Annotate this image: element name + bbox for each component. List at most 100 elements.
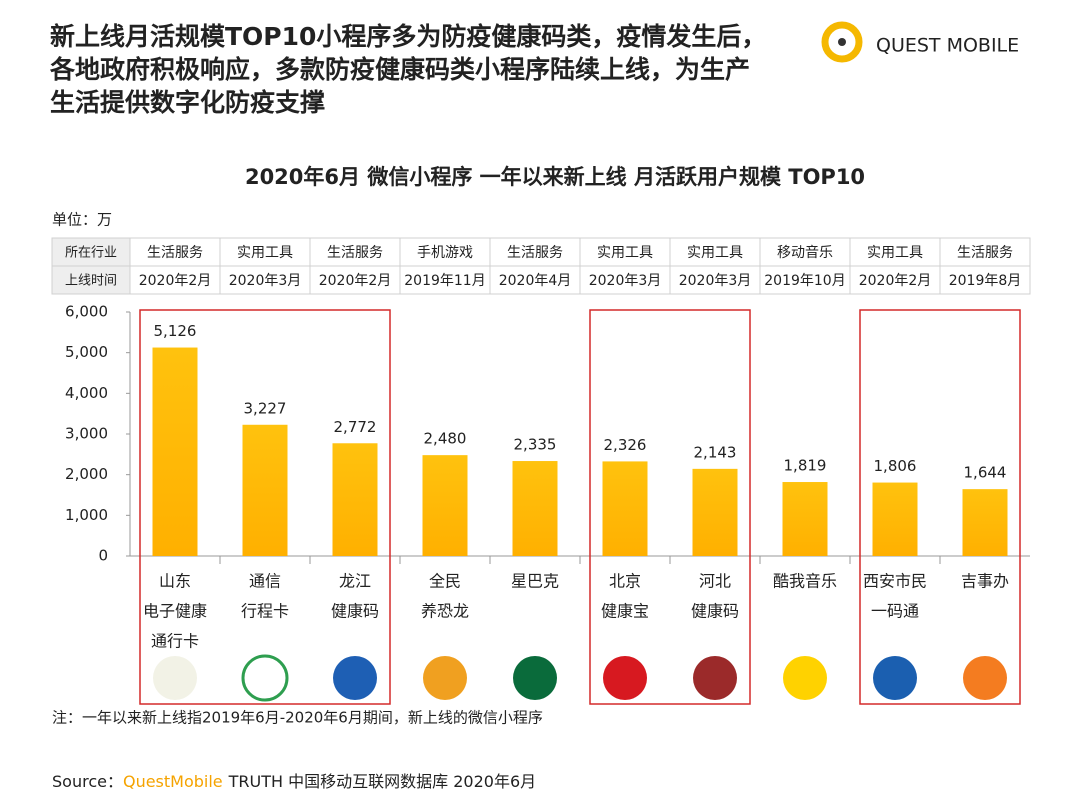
table-cell-text: 2020年3月	[679, 273, 752, 289]
x-tick-label: 健康宝	[601, 602, 649, 621]
table-cell-text: 生活服务	[327, 245, 383, 261]
table-cell-text: 2020年2月	[859, 273, 932, 289]
bar	[422, 455, 468, 556]
table-cell	[939, 265, 1031, 295]
note: 注：一年以来新上线指2019年6月-2020年6月期间，新上线的微信小程序	[52, 709, 543, 727]
table-cell	[399, 265, 491, 295]
source: Source：QuestMobile TRUTH 中国移动互联网数据库 2020年…	[52, 772, 536, 791]
value-label: 2,143	[694, 443, 737, 461]
source-brand: QuestMobile	[123, 772, 223, 791]
bar	[512, 461, 558, 556]
table-cell	[579, 265, 671, 295]
value-label: 5,126	[154, 322, 197, 340]
table-row-header: 所在行业	[65, 246, 117, 261]
table-cell	[759, 265, 851, 295]
bar	[782, 482, 828, 556]
app-icon	[873, 656, 917, 700]
table-cell	[129, 265, 221, 295]
value-label: 1,819	[784, 457, 827, 475]
x-tick-label: 吉事办	[961, 572, 1009, 591]
value-label: 1,644	[964, 464, 1007, 482]
table-cell-text: 手机游戏	[417, 245, 473, 261]
table-cell	[759, 237, 851, 267]
y-tick-label: 3,000	[65, 425, 108, 443]
logo-mark	[838, 38, 846, 46]
table-cell-text: 实用工具	[597, 245, 653, 261]
logo-text: QUEST MOBILE	[876, 35, 1019, 57]
bar	[332, 443, 378, 556]
app-icon	[513, 656, 557, 700]
table-cell-text: 2020年3月	[229, 273, 302, 289]
table-cell-text: 移动音乐	[777, 244, 833, 261]
x-tick-label: 通信	[249, 572, 281, 591]
source-rest: TRUTH 中国移动互联网数据库 2020年6月	[228, 772, 536, 791]
x-tick-label: 龙江	[339, 572, 371, 591]
value-label: 2,772	[334, 418, 377, 436]
app-icon	[423, 656, 467, 700]
x-tick-label: 健康码	[331, 602, 379, 621]
logo-mark	[821, 21, 863, 63]
bar	[602, 461, 648, 556]
table-cell-text: 2020年3月	[589, 273, 662, 289]
app-icon	[153, 656, 197, 700]
table-cell-text: 实用工具	[237, 245, 293, 261]
app-icon	[241, 654, 289, 702]
value-label: 2,326	[604, 436, 647, 454]
app-icon	[333, 656, 377, 700]
table-cell	[129, 237, 221, 267]
x-tick-label: 北京	[609, 572, 641, 591]
y-tick-label: 1,000	[65, 506, 108, 524]
highlight-box	[589, 309, 751, 705]
x-tick-label: 一码通	[871, 602, 919, 621]
y-tick-label: 0	[98, 547, 108, 565]
table-cell	[849, 265, 941, 295]
bar	[872, 482, 918, 556]
app-icon	[693, 656, 737, 700]
table-header-cell	[51, 265, 131, 295]
x-tick-label: 酷我音乐	[773, 572, 837, 591]
table-cell	[309, 265, 401, 295]
bar	[962, 489, 1008, 556]
table-cell	[939, 237, 1031, 267]
table-cell	[309, 237, 401, 267]
table-cell	[219, 265, 311, 295]
highlight-box	[139, 309, 391, 705]
x-tick-label: 西安市民	[863, 572, 927, 591]
x-tick-label: 全民	[429, 572, 461, 591]
x-tick-label: 养恐龙	[421, 602, 469, 621]
bar	[152, 347, 198, 556]
bar	[242, 424, 288, 556]
unit: 单位：万	[52, 211, 112, 229]
value-label: 2,480	[424, 430, 467, 448]
table-cell	[489, 237, 581, 267]
x-tick-label: 健康码	[691, 602, 739, 621]
table-cell-text: 2020年2月	[319, 273, 392, 289]
table-cell-text: 2019年11月	[404, 273, 485, 289]
table-cell-text: 2020年4月	[499, 273, 572, 289]
y-tick-label: 2,000	[65, 465, 108, 483]
y-tick-label: 5,000	[65, 343, 108, 361]
table-cell-text: 生活服务	[957, 245, 1013, 261]
app-icon	[783, 656, 827, 700]
app-icon	[603, 656, 647, 700]
table-cell-text: 生活服务	[147, 245, 203, 261]
table-cell-text: 2019年8月	[949, 273, 1022, 289]
table-cell-text: 2019年10月	[764, 273, 845, 289]
table-cell-text: 实用工具	[867, 245, 923, 261]
headline: 生活提供数字化防疫支撑	[50, 88, 325, 117]
value-label: 2,335	[514, 436, 557, 454]
headline: 各地政府积极响应，多款防疫健康码类小程序陆续上线，为生产	[49, 55, 750, 84]
y-tick-label: 4,000	[65, 384, 108, 402]
table-cell-text: 2020年2月	[139, 273, 212, 289]
chart-title: 2020年6月 微信小程序 一年以来新上线 月活跃用户规模 TOP10	[245, 165, 865, 189]
x-tick-label: 电子健康	[143, 602, 207, 621]
bar	[692, 468, 738, 556]
table-cell	[579, 237, 671, 267]
y-tick-label: 6,000	[65, 303, 108, 321]
x-tick-label: 行程卡	[241, 602, 289, 621]
table-cell-text: 实用工具	[687, 245, 743, 261]
highlight-box	[859, 309, 1021, 705]
x-tick-label: 山东	[159, 572, 191, 591]
table-row-header: 上线时间	[65, 274, 117, 289]
